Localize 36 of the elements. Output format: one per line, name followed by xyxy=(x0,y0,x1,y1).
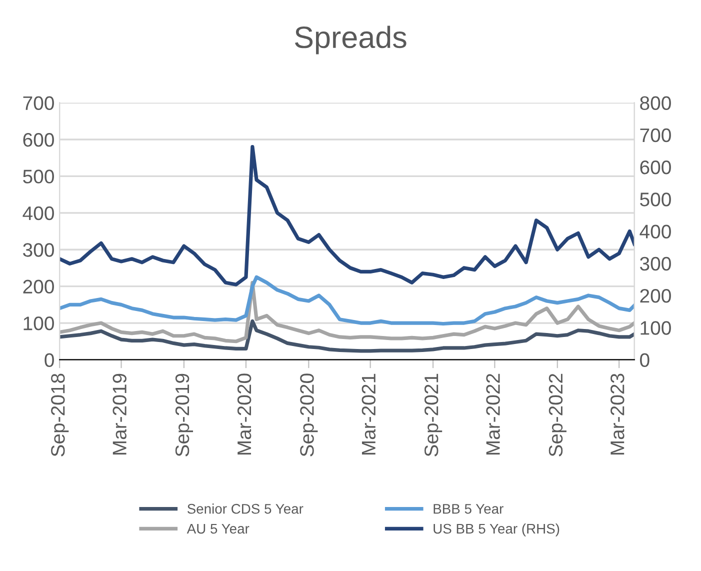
legend-label: BBB 5 Year xyxy=(434,504,504,514)
y-tick-label: 300 xyxy=(23,243,54,257)
chart-title: Spreads xyxy=(294,26,406,54)
y-tick-label: 400 xyxy=(22,206,54,220)
y-tick-label: 500 xyxy=(23,170,54,184)
line-series xyxy=(60,280,634,344)
x-tick-label: Mar-2020 xyxy=(237,374,252,455)
x-tick-label: Sep-2019 xyxy=(175,374,194,456)
y2-tick-label: 200 xyxy=(640,288,671,303)
x-tick-label: Mar-2021 xyxy=(362,374,376,455)
x-tick-label: Sep-2018 xyxy=(51,374,69,456)
x-tick-label: Mar-2022 xyxy=(486,374,500,455)
line-series xyxy=(60,275,634,326)
y2-tick-label: 400 xyxy=(640,224,671,238)
x-tick-label: Sep-2021 xyxy=(424,374,442,456)
x-tick-label: Mar-2019 xyxy=(112,374,126,455)
y2-tick-label: 700 xyxy=(640,128,671,142)
line-series xyxy=(60,319,634,353)
legend-label: AU 5 Year xyxy=(186,524,250,534)
y-tick-label: 200 xyxy=(23,280,54,294)
y2-tick-label: 300 xyxy=(640,256,671,271)
y-tick-label: 100 xyxy=(24,316,54,330)
legend-label: Senior CDS 5 Year xyxy=(187,504,304,514)
x-tick-label: Mar-2023 xyxy=(610,374,624,455)
x-tick-label: Sep-2020 xyxy=(300,374,318,456)
y-tick-label: 700 xyxy=(23,96,54,110)
y2-tick-label: 800 xyxy=(640,96,671,110)
line-series xyxy=(60,144,634,286)
y-tick-label: 600 xyxy=(23,132,54,147)
y2-tick-label: 100 xyxy=(640,321,671,335)
y2-tick-label: 500 xyxy=(640,192,671,206)
x-tick-label: Sep-2022 xyxy=(548,374,566,456)
y-tick-label: 0 xyxy=(44,353,54,367)
y2-tick-label: 600 xyxy=(640,160,671,174)
y2-tick-label: 0 xyxy=(640,353,650,367)
legend-label: US BB 5 Year (RHS) xyxy=(434,523,560,536)
